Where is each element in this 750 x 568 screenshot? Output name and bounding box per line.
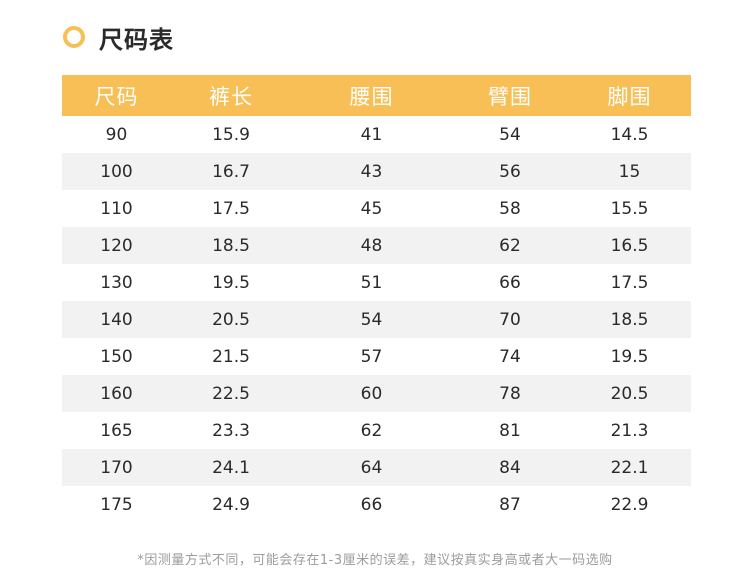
table-cell: 22.9 [610,494,649,515]
column-header-arm: 臂围 [452,75,568,116]
table-cell: 24.9 [212,494,250,515]
table-cell: 140 [62,301,171,338]
table-cell: 160 [62,375,171,412]
table-row: 150 21.5 57 74 19.5 [62,338,691,375]
table-cell: 54 [291,301,452,338]
table-cell: 54 [499,124,521,145]
table-cell: 18.5 [568,301,691,338]
table-cell: 170 [62,449,171,486]
table-body: 90 15.9 41 54 14.5 100 16.7 43 56 15 110 17.5 45 58 15… [62,116,691,523]
table-cell: 56 [452,153,568,190]
column-header-length: 裤长 [171,75,291,116]
table-cell: 22.5 [171,375,291,412]
table-cell: 17.5 [610,272,649,293]
table-cell: 17.5 [212,198,250,219]
table-cell: 20.5 [171,301,291,338]
table-row: 160 22.5 60 78 20.5 [62,375,691,412]
circle-bullet-icon [63,26,85,48]
table-cell: 175 [100,494,133,515]
table-cell: 78 [452,375,568,412]
table-cell: 62 [360,420,383,441]
table-cell: 21.3 [610,420,649,441]
table-row: 130 19.5 51 66 17.5 [62,264,691,301]
table-cell: 43 [291,153,452,190]
table-cell: 15.9 [212,124,250,145]
table-cell: 20.5 [568,375,691,412]
table-cell: 24.1 [171,449,291,486]
table-cell: 41 [360,124,383,145]
table-cell: 62 [452,227,568,264]
table-cell: 45 [360,198,383,219]
table-cell: 18.5 [171,227,291,264]
table-row: 100 16.7 43 56 15 [62,153,691,190]
table-cell: 19.5 [212,272,250,293]
table-row: 165 23.3 62 81 21.3 [62,412,691,449]
table-cell: 64 [291,449,452,486]
column-header-ankle: 脚围 [568,75,691,116]
table-cell: 19.5 [610,346,649,367]
table-cell: 110 [100,198,133,219]
column-header-waist: 腰围 [291,75,452,116]
table-cell: 120 [62,227,171,264]
table-cell: 23.3 [212,420,250,441]
table-cell: 90 [105,124,128,145]
table-cell: 51 [360,272,383,293]
page-title: 尺码表 [99,25,174,54]
table-row: 170 24.1 64 84 22.1 [62,449,691,486]
table-cell: 60 [291,375,452,412]
table-cell: 58 [499,198,521,219]
table-cell: 15.5 [610,198,649,219]
table-cell: 66 [360,494,383,515]
table-cell: 74 [499,346,521,367]
size-chart-table: 尺码 裤长 腰围 臂围 脚围 90 15.9 41 54 14.5 100 16.7 43 56 15 11… [62,75,691,523]
table-cell: 21.5 [212,346,250,367]
table-header-row: 尺码 裤长 腰围 臂围 脚围 [62,75,691,116]
table-cell: 57 [360,346,383,367]
table-row: 175 24.9 66 87 22.9 [62,486,691,523]
table-cell: 81 [499,420,521,441]
table-cell: 22.1 [568,449,691,486]
table-row: 90 15.9 41 54 14.5 [62,116,691,153]
page-title-row: 尺码表 [63,18,174,56]
table-cell: 14.5 [610,124,649,145]
measurement-note: *因测量方式不同，可能会存在1-3厘米的误差，建议按真实身高或者大一码选购 [137,553,613,568]
table-cell: 150 [100,346,133,367]
table-cell: 100 [62,153,171,190]
table-cell: 16.5 [568,227,691,264]
table-row: 140 20.5 54 70 18.5 [62,301,691,338]
table-cell: 15 [568,153,691,190]
table-cell: 48 [291,227,452,264]
table-cell: 84 [452,449,568,486]
table-row: 120 18.5 48 62 16.5 [62,227,691,264]
table-cell: 66 [499,272,521,293]
table-cell: 70 [452,301,568,338]
table-cell: 165 [100,420,133,441]
column-header-size: 尺码 [62,75,171,116]
table-cell: 130 [100,272,133,293]
table-cell: 87 [499,494,521,515]
table-row: 110 17.5 45 58 15.5 [62,190,691,227]
table-cell: 16.7 [171,153,291,190]
